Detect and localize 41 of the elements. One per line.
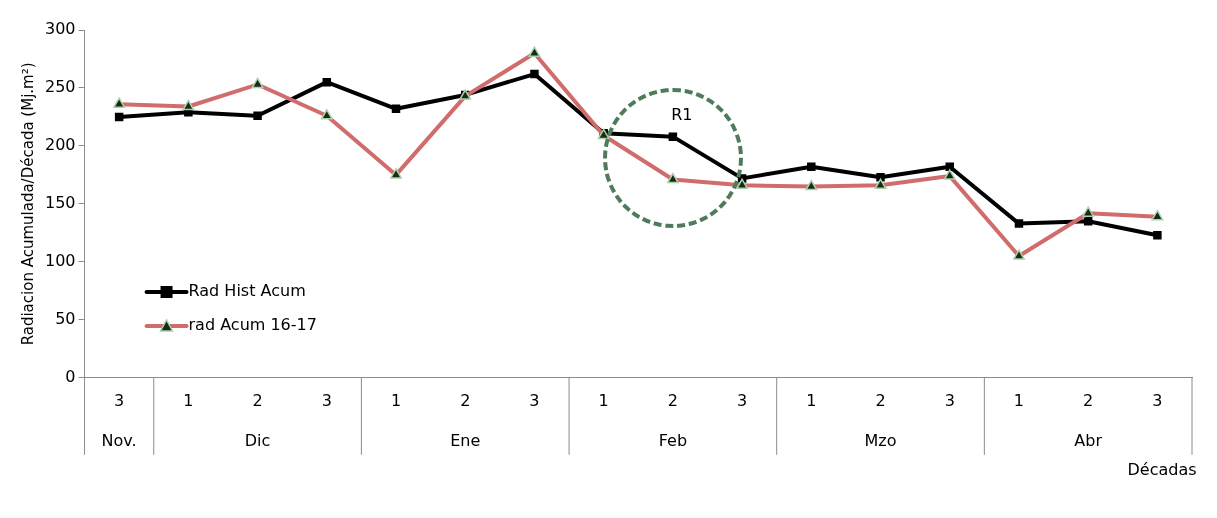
text: Nov. bbox=[101, 430, 137, 450]
x-tick-label: 1 bbox=[183, 390, 194, 410]
point bbox=[668, 132, 678, 141]
x-tick-label: 2 bbox=[667, 390, 678, 410]
x-tick-label: 3 bbox=[1152, 390, 1163, 410]
x-axis-title: Décadas bbox=[1127, 459, 1197, 479]
point bbox=[1083, 217, 1093, 226]
x-tick-label: 1 bbox=[390, 390, 402, 410]
y-tick-label: 150 bbox=[44, 193, 76, 213]
point bbox=[1014, 219, 1024, 228]
x-tick-label: 2 bbox=[460, 390, 471, 410]
x-tick-label: 3 bbox=[944, 390, 955, 410]
x-tick-label: 1 bbox=[1013, 390, 1025, 410]
legend-label: Rad Hist Acum bbox=[188, 281, 306, 301]
y-axis-title: Radiacion Acumulada/Década (Mj.m²) bbox=[18, 62, 37, 346]
y-tick-label: 50 bbox=[55, 308, 76, 328]
y-tick-label: 0 bbox=[65, 366, 76, 386]
x-tick-label: 2 bbox=[875, 390, 886, 410]
x-tick-label: 3 bbox=[114, 390, 125, 410]
x-tick-label: 3 bbox=[737, 390, 748, 410]
legend-label: rad Acum 16-17 bbox=[188, 315, 317, 335]
point bbox=[1153, 230, 1162, 240]
x-tick-label: 2 bbox=[1083, 390, 1094, 410]
y-tick-label: 300 bbox=[44, 19, 76, 39]
point bbox=[807, 162, 816, 172]
y-tick-label: 100 bbox=[44, 251, 76, 271]
text: Mzo bbox=[864, 430, 897, 450]
text: Abr bbox=[1074, 430, 1103, 450]
x-tick-label: 3 bbox=[529, 390, 540, 410]
x-tick-label: 1 bbox=[598, 390, 609, 410]
text: Dic bbox=[244, 430, 271, 450]
annotation: R1 bbox=[671, 104, 693, 124]
point bbox=[253, 111, 262, 121]
point bbox=[530, 69, 539, 79]
x-tick-label: 1 bbox=[806, 390, 817, 410]
y-tick-label: 250 bbox=[44, 77, 76, 97]
x-tick-label: 3 bbox=[321, 390, 332, 410]
text: Feb bbox=[658, 430, 688, 450]
text: Ene bbox=[450, 430, 481, 450]
y-tick-label: 200 bbox=[44, 135, 76, 155]
x-tick-label: 2 bbox=[252, 390, 263, 410]
